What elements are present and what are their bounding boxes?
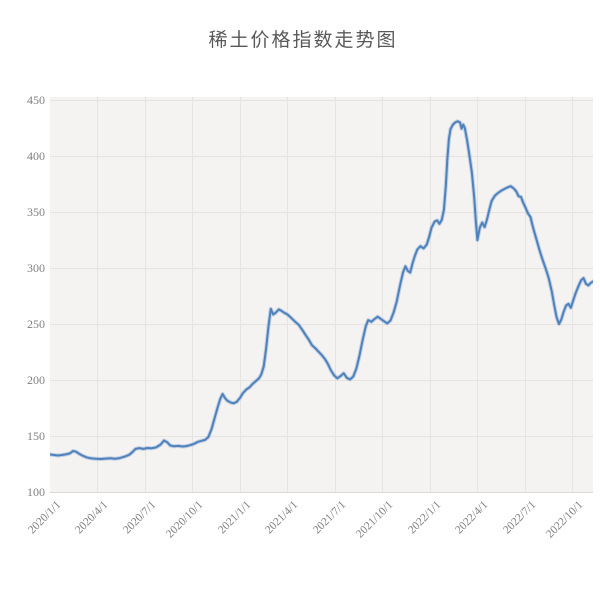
x-tick-label: 2022/1/1: [406, 499, 444, 537]
y-tick-label: 200: [27, 373, 45, 387]
chart-title: 稀土价格指数走势图: [208, 30, 398, 51]
y-tick-label: 400: [27, 149, 45, 163]
x-tick-label: 2022/7/1: [501, 499, 539, 537]
y-tick-label: 350: [27, 205, 45, 219]
x-tick-label: 2021/10/1: [354, 499, 396, 541]
y-axis-labels: 100 150 200 250 300 350 400 450: [0, 0, 45, 600]
y-tick-label: 150: [27, 429, 45, 443]
y-tick-label: 300: [27, 261, 45, 275]
price-line-halo: [50, 119, 593, 461]
price-line-plot: [50, 97, 593, 492]
x-tick-label: 2022/10/1: [544, 499, 586, 541]
y-tick-label: 450: [27, 93, 45, 107]
y-tick-label: 250: [27, 317, 45, 331]
x-tick-label: 2022/4/1: [453, 499, 491, 537]
y-tick-label: 100: [27, 485, 45, 499]
x-tick-label: 2020/10/1: [164, 499, 206, 541]
plot-area: [50, 97, 593, 493]
x-tick-label: 2021/1/1: [216, 499, 254, 537]
x-tick-label: 2021/7/1: [311, 499, 349, 537]
price-line: [50, 120, 593, 460]
x-tick-label: 2020/4/1: [73, 499, 111, 537]
x-tick-label: 2021/4/1: [263, 499, 301, 537]
x-tick-label: 2020/7/1: [121, 499, 159, 537]
